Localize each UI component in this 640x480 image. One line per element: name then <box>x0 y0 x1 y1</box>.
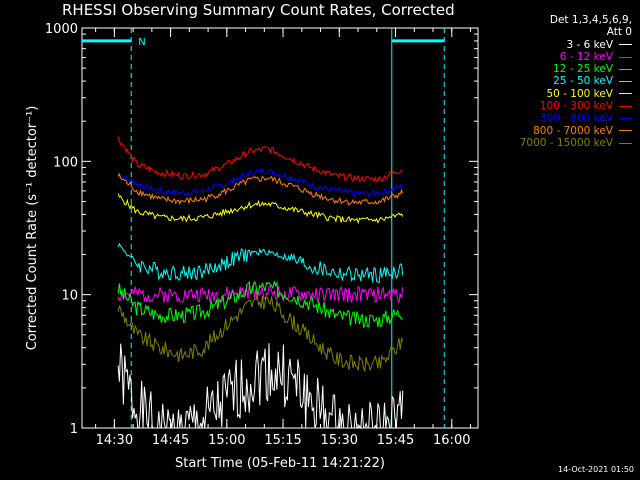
legend-label: 12 - 25 keV <box>553 63 613 76</box>
series-line <box>117 343 404 430</box>
legend-item: 3 - 6 keV <box>520 39 632 51</box>
x-tick-label: 14:45 <box>152 433 189 448</box>
legend-item: 50 - 100 keV <box>520 88 632 100</box>
x-tick-label: 14:30 <box>96 433 133 448</box>
y-axis-label: Corrected Count Rate (s⁻¹ detector⁻¹) <box>25 106 40 351</box>
x-axis-label: Start Time (05-Feb-11 14:21:22) <box>175 456 385 471</box>
legend-swatch <box>619 44 632 46</box>
legend-label: 25 - 50 keV <box>553 75 613 88</box>
y-tick-label: 1 <box>70 422 78 437</box>
legend-swatch <box>619 81 632 83</box>
chart-legend: Det 1,3,4,5,6,9, Att 0 3 - 6 keV 6 - 12 k… <box>520 14 632 149</box>
x-tick-label: 15:30 <box>321 433 358 448</box>
legend-item: 100 - 300 keV <box>520 100 632 112</box>
x-tick-label: 15:15 <box>264 433 301 448</box>
legend-label: 300 - 800 keV <box>539 112 613 125</box>
legend-item: 800 - 7000 keV <box>520 125 632 137</box>
legend-entries: 3 - 6 keV 6 - 12 keV 12 - 25 keV 25 - 50 ke… <box>520 39 632 150</box>
series-line <box>117 282 404 303</box>
series-line <box>117 172 404 206</box>
series-line <box>117 167 404 198</box>
plot-frame <box>81 27 479 429</box>
legend-item: 12 - 25 keV <box>520 63 632 75</box>
generation-timestamp: 14-Oct-2021 01:50 <box>558 465 634 474</box>
legend-label: 50 - 100 keV <box>546 87 613 100</box>
legend-item: 300 - 800 keV <box>520 112 632 124</box>
legend-swatch <box>619 118 632 120</box>
legend-label: 7000 - 15000 keV <box>519 136 613 149</box>
legend-item: 6 - 12 keV <box>520 51 632 63</box>
annotation-label: N <box>138 37 145 48</box>
legend-item: 25 - 50 keV <box>520 75 632 87</box>
legend-label: 6 - 12 keV <box>559 50 613 63</box>
legend-swatch <box>619 56 632 58</box>
legend-label: 800 - 7000 keV <box>533 124 613 137</box>
legend-swatch <box>619 130 632 132</box>
x-tick-label: 15:45 <box>377 433 414 448</box>
legend-item: 7000 - 15000 keV <box>520 137 632 149</box>
x-tick-label: 16:00 <box>433 433 470 448</box>
legend-label: 100 - 300 keV <box>539 100 613 113</box>
y-tick-label: 100 <box>53 155 78 170</box>
y-tick-label: 10 <box>61 289 78 304</box>
series-line <box>117 193 404 225</box>
series-line <box>117 280 403 329</box>
legend-label: 3 - 6 keV <box>566 38 613 51</box>
y-tick-label: 1000 <box>45 22 78 37</box>
legend-swatch <box>619 142 632 144</box>
x-tick-label: 15:00 <box>208 433 245 448</box>
series-line <box>117 136 403 184</box>
legend-swatch <box>619 105 632 107</box>
legend-swatch <box>619 68 632 70</box>
legend-attenuator: Att 0 <box>606 26 632 39</box>
series-line <box>117 242 404 283</box>
chart-title: RHESSI Observing Summary Count Rates, Co… <box>62 1 455 19</box>
legend-detectors: Det 1,3,4,5,6,9, <box>549 14 632 26</box>
legend-swatch <box>619 93 632 95</box>
series-line <box>117 294 404 373</box>
